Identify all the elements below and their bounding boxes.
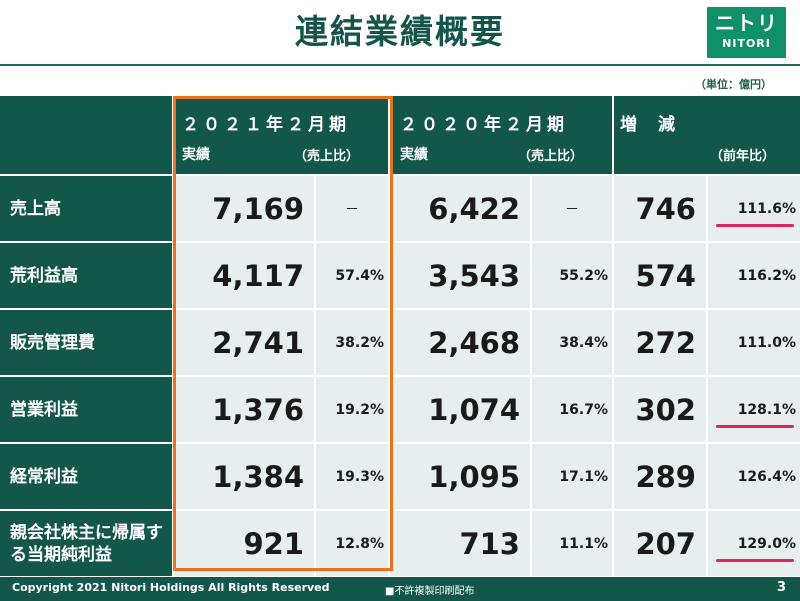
header-corner	[0, 96, 172, 174]
cell-change: 302	[614, 377, 706, 442]
header-fy2020: ２０２０年２月期 実績 （売上比）	[390, 96, 612, 174]
cell-yoy: 129.0%	[708, 511, 800, 576]
cell-fy2021: 7,169	[174, 176, 314, 241]
cell-fy2021-pct: 57.4%	[316, 243, 388, 308]
header-change-ratio: （前年比）	[710, 149, 776, 164]
row-label: 荒利益高	[0, 243, 172, 308]
header-fy2021-year: ２０２１年２月期	[182, 115, 350, 135]
cell-yoy: 111.6%	[708, 176, 800, 241]
row-label: 親会社株主に帰属する当期純利益	[0, 511, 172, 576]
row-label: 販売管理費	[0, 310, 172, 375]
header-fy2021-ratio: （売上比）	[294, 149, 360, 164]
cell-fy2021-pct: 19.3%	[316, 444, 388, 509]
cell-yoy: 126.4%	[708, 444, 800, 509]
cell-fy2020: 1,074	[390, 377, 530, 442]
cell-change: 207	[614, 511, 706, 576]
cell-yoy: 128.1%	[708, 377, 800, 442]
cell-change: 289	[614, 444, 706, 509]
header-fy2020-year: ２０２０年２月期	[400, 115, 568, 135]
cell-yoy: 111.0%	[708, 310, 800, 375]
row-label: 売上高	[0, 176, 172, 241]
yoy-underline-mark	[716, 425, 794, 428]
cell-fy2021: 1,384	[174, 444, 314, 509]
logo-text: NITORI	[722, 37, 771, 50]
cell-fy2021: 921	[174, 511, 314, 576]
cell-fy2020-pct: 17.1%	[532, 444, 612, 509]
cell-fy2020-pct: 11.1%	[532, 511, 612, 576]
cell-fy2020: 1,095	[390, 444, 530, 509]
header-fy2020-ratio: （売上比）	[518, 149, 584, 164]
unit-label: （単位：億円）	[695, 78, 772, 91]
cell-fy2021-pct: 19.2%	[316, 377, 388, 442]
results-table: ２０２１年２月期 実績 （売上比） ２０２０年２月期 実績 （売上比） 増 減 …	[0, 96, 800, 576]
cell-fy2020-pct: 38.4%	[532, 310, 612, 375]
cell-fy2021: 2,741	[174, 310, 314, 375]
logo-mark: ニトリ	[715, 11, 778, 35]
cell-yoy: 116.2%	[708, 243, 800, 308]
header-fy2021: ２０２１年２月期 実績 （売上比）	[174, 96, 388, 174]
cell-fy2020-pct: 16.7%	[532, 377, 612, 442]
cell-fy2020: 6,422	[390, 176, 530, 241]
cell-fy2021-pct: 12.8%	[316, 511, 388, 576]
cell-change: 574	[614, 243, 706, 308]
page-number: 3	[776, 580, 786, 595]
cell-fy2021: 4,117	[174, 243, 314, 308]
cell-fy2021-pct: －	[316, 176, 388, 241]
footer-notice: ■不許複製印刷配布	[385, 586, 475, 597]
slide-title: 連結業績概要	[295, 12, 505, 51]
cell-fy2020-pct: 55.2%	[532, 243, 612, 308]
title-divider	[0, 64, 800, 66]
cell-change: 746	[614, 176, 706, 241]
yoy-underline-mark	[716, 224, 794, 227]
row-label: 経常利益	[0, 444, 172, 509]
header-change-label: 増 減	[620, 115, 677, 135]
cell-fy2021-pct: 38.2%	[316, 310, 388, 375]
cell-fy2020: 713	[390, 511, 530, 576]
header-change: 増 減 （前年比）	[614, 96, 800, 174]
footer-bar: Copyright 2021 Nitori Holdings All Right…	[0, 577, 800, 601]
header-fy2021-actual: 実績	[182, 147, 210, 163]
cell-change: 272	[614, 310, 706, 375]
nitori-logo: ニトリ NITORI	[707, 7, 786, 58]
header-fy2020-actual: 実績	[400, 147, 428, 163]
cell-fy2020: 2,468	[390, 310, 530, 375]
row-label: 営業利益	[0, 377, 172, 442]
cell-fy2021: 1,376	[174, 377, 314, 442]
yoy-underline-mark	[716, 559, 794, 562]
cell-fy2020: 3,543	[390, 243, 530, 308]
footer-copyright: Copyright 2021 Nitori Holdings All Right…	[12, 581, 330, 594]
cell-fy2020-pct: －	[532, 176, 612, 241]
